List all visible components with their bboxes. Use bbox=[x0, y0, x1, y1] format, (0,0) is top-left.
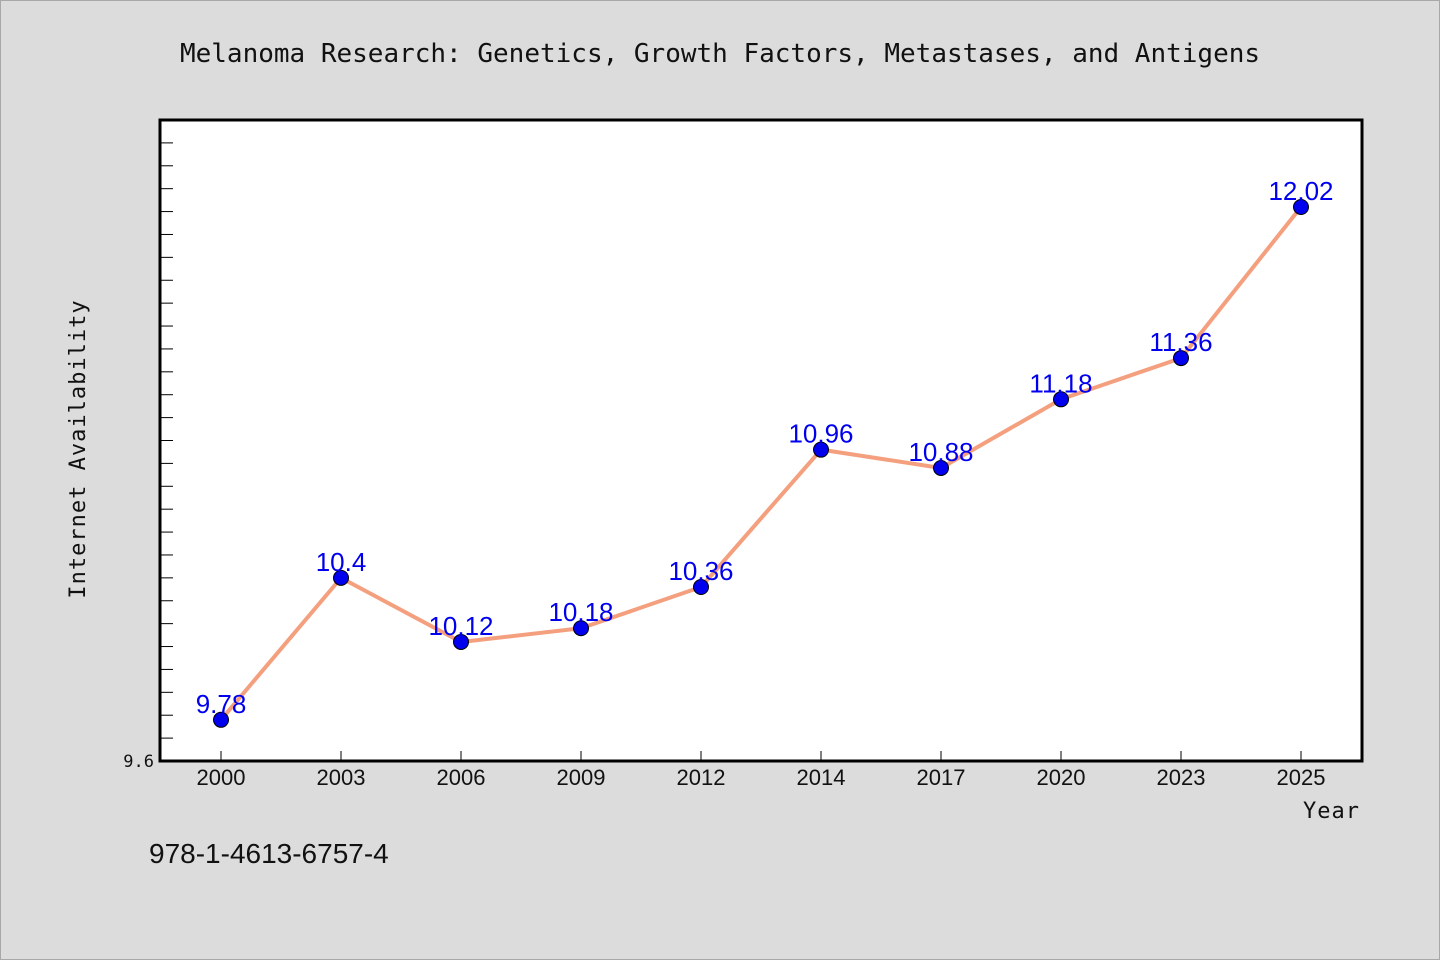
x-tick-label: 2000 bbox=[197, 765, 246, 790]
x-tick-label: 2017 bbox=[917, 765, 966, 790]
data-point bbox=[813, 441, 829, 458]
data-point bbox=[693, 579, 709, 596]
data-label: 10.4 bbox=[316, 547, 367, 577]
plot-area bbox=[158, 118, 1364, 763]
data-label: 10.96 bbox=[788, 419, 853, 449]
series-line bbox=[219, 205, 1303, 722]
data-point bbox=[1053, 391, 1069, 408]
data-label: 9.78 bbox=[196, 689, 247, 719]
data-label: 10.36 bbox=[668, 556, 733, 586]
x-tick-label: 2023 bbox=[1157, 765, 1206, 790]
data-label: 10.88 bbox=[908, 437, 973, 467]
x-axis-title: Year bbox=[1303, 799, 1360, 824]
y-tick-label: 9.6 bbox=[123, 752, 154, 772]
data-label: 10.18 bbox=[548, 597, 613, 627]
data-label: 11.36 bbox=[1149, 327, 1212, 357]
x-axis-tick-labels: 2000 2003 2006 2009 2012 2014 2017 2020 2023 2025 bbox=[197, 765, 1326, 790]
data-label: 11.18 bbox=[1029, 368, 1092, 398]
data-label: 12.02 bbox=[1268, 176, 1333, 206]
isbn-text: 978-1-4613-6757-4 bbox=[149, 838, 389, 869]
x-tick-label: 2003 bbox=[317, 765, 366, 790]
x-tick-label: 2020 bbox=[1037, 765, 1086, 790]
x-tick-label: 2006 bbox=[437, 765, 486, 790]
y-axis-tick-labels: 9.6 bbox=[123, 752, 154, 772]
data-point bbox=[1173, 350, 1189, 367]
series-group: 9.78 10.4 10.12 10.18 10.36 10.96 10.88 11.18 11… bbox=[196, 176, 1334, 728]
data-point bbox=[333, 569, 349, 586]
data-label: 10.12 bbox=[428, 611, 493, 641]
data-point bbox=[933, 459, 949, 476]
data-point bbox=[573, 620, 589, 637]
y-axis-ticks bbox=[160, 142, 173, 762]
data-point bbox=[1293, 198, 1309, 215]
x-tick-label: 2012 bbox=[677, 765, 726, 790]
x-tick-label: 2014 bbox=[797, 765, 846, 790]
x-tick-label: 2025 bbox=[1277, 765, 1326, 790]
x-axis-ticks bbox=[220, 751, 1302, 761]
x-tick-label: 2009 bbox=[557, 765, 606, 790]
data-point bbox=[213, 711, 229, 728]
chart-title: Melanoma Research: Genetics, Growth Fact… bbox=[180, 39, 1260, 69]
data-point bbox=[453, 633, 469, 650]
y-axis-title: Internet Availability bbox=[66, 299, 91, 598]
